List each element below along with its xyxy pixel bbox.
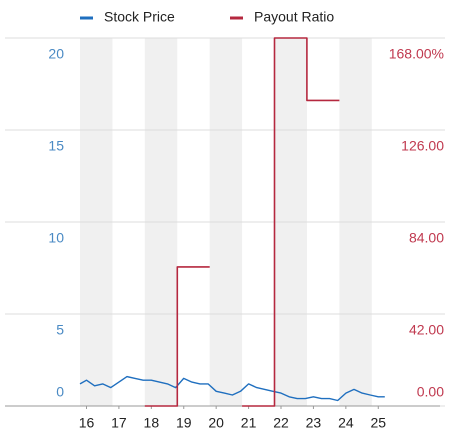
- y-tick-label: 10: [48, 230, 64, 246]
- legend-label: Stock Price: [104, 9, 175, 25]
- y2-tick-label: 84.00: [409, 230, 444, 246]
- x-tick-label: 23: [306, 415, 322, 431]
- x-tick-label: 19: [176, 415, 192, 431]
- series-line: [144, 37, 340, 407]
- x-tick-label: 25: [370, 415, 386, 431]
- y-tick-label: 5: [56, 322, 64, 338]
- y2-tick-label: 42.00: [409, 322, 444, 338]
- x-tick-label: 17: [111, 415, 127, 431]
- x-tick-label: 16: [79, 415, 95, 431]
- x-tick-label: 22: [273, 415, 289, 431]
- x-tick-label: 20: [208, 415, 224, 431]
- y2-tick-label: 168.00%: [389, 46, 444, 62]
- y-tick-label: 0: [56, 384, 64, 400]
- x-tick-label: 24: [338, 415, 354, 431]
- y-tick-label: 20: [48, 46, 64, 62]
- x-tick-label: 18: [144, 415, 160, 431]
- y2-tick-label: 126.00: [401, 138, 444, 154]
- y2-tick-label: 0.00: [417, 384, 444, 400]
- y-tick-label: 15: [48, 138, 64, 154]
- series-line: [79, 375, 385, 402]
- legend-label: Payout Ratio: [254, 9, 334, 25]
- x-tick-label: 21: [241, 415, 257, 431]
